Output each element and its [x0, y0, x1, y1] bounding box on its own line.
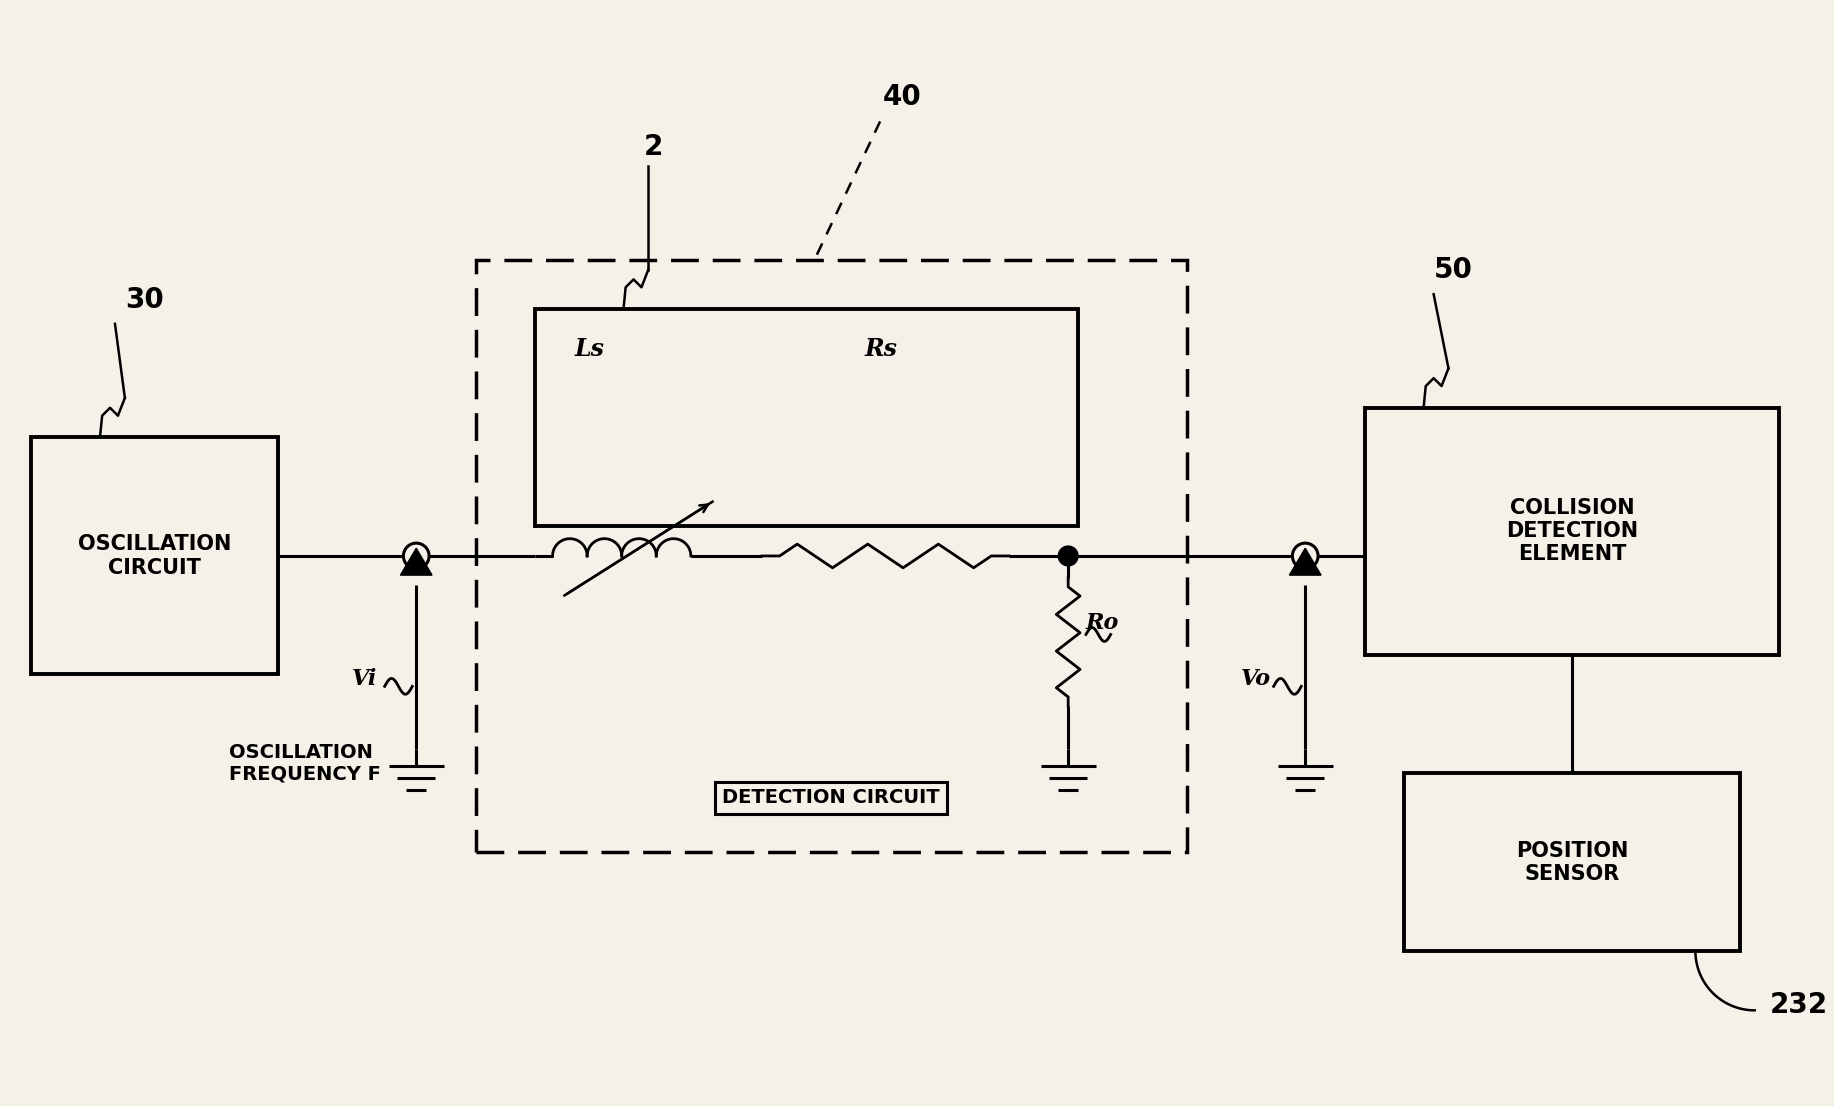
- Polygon shape: [400, 549, 433, 575]
- Text: OSCILLATION
FREQUENCY F: OSCILLATION FREQUENCY F: [229, 743, 380, 784]
- Bar: [1405, 773, 1740, 951]
- Text: OSCILLATION
CIRCUIT: OSCILLATION CIRCUIT: [77, 534, 231, 577]
- Text: 232: 232: [1770, 991, 1828, 1020]
- Circle shape: [1058, 546, 1078, 566]
- Text: Vo: Vo: [1242, 668, 1271, 690]
- Text: Ro: Ro: [1086, 612, 1119, 634]
- Bar: [536, 309, 1078, 526]
- Bar: [31, 438, 279, 675]
- Text: Vi: Vi: [352, 668, 378, 690]
- Circle shape: [403, 543, 429, 568]
- Text: COLLISION
DETECTION
ELEMENT: COLLISION DETECTION ELEMENT: [1506, 498, 1638, 564]
- Text: DETECTION CIRCUIT: DETECTION CIRCUIT: [723, 789, 939, 807]
- Circle shape: [1293, 543, 1319, 568]
- Polygon shape: [1289, 549, 1320, 575]
- Bar: [1364, 408, 1779, 655]
- Text: 30: 30: [125, 286, 163, 314]
- Text: 40: 40: [882, 83, 923, 112]
- Text: POSITION
SENSOR: POSITION SENSOR: [1515, 841, 1629, 884]
- Text: 50: 50: [1434, 257, 1473, 284]
- Bar: [475, 260, 1187, 853]
- Text: 2: 2: [644, 133, 664, 160]
- Text: Ls: Ls: [574, 336, 603, 361]
- Text: Rs: Rs: [864, 336, 897, 361]
